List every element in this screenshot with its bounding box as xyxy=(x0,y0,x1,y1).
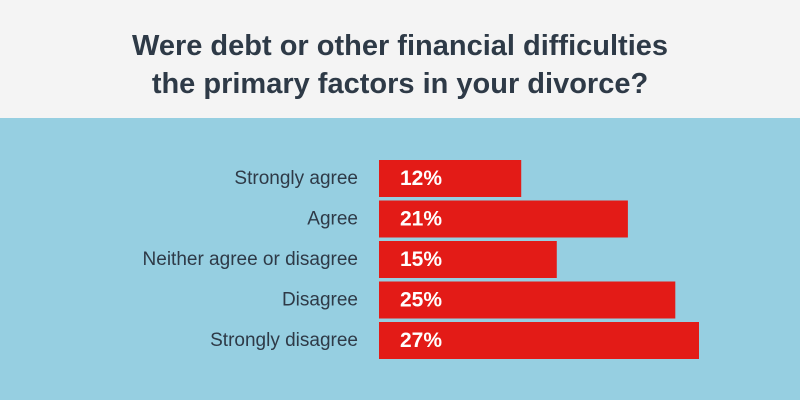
category-label-strongly-disagree: Strongly disagree xyxy=(210,330,358,351)
category-label-disagree: Disagree xyxy=(282,290,358,311)
chart-area: Strongly agree 12% Agree 21% Neither agree o… xyxy=(0,118,800,400)
value-label-agree: 21% xyxy=(400,208,442,231)
chart-title-line-2: the primary factors in your divorce? xyxy=(151,68,649,100)
bar-series: Strongly agree 12% Agree 21% Neither agree o… xyxy=(143,160,699,359)
bar-disagree xyxy=(379,281,676,319)
value-label-strongly-disagree: 27% xyxy=(400,329,442,352)
value-label-neither-agree-or-disagree: 15% xyxy=(400,248,442,271)
bar-agree xyxy=(379,200,628,238)
category-label-agree: Agree xyxy=(307,209,358,230)
bar-neither-agree-or-disagree xyxy=(379,241,557,278)
title-panel: Were debt or other financial difficultie… xyxy=(0,0,800,118)
category-label-neither-agree-or-disagree: Neither agree or disagree xyxy=(143,249,358,270)
bar-strongly-disagree xyxy=(379,322,699,359)
bar-chart: Strongly agree 12% Agree 21% Neither agree o… xyxy=(0,118,800,400)
category-label-strongly-agree: Strongly agree xyxy=(234,168,358,189)
value-label-disagree: 25% xyxy=(400,289,442,312)
chart-title-line-1: Were debt or other financial difficultie… xyxy=(131,30,669,62)
value-label-strongly-agree: 12% xyxy=(400,167,442,190)
bar-strongly-agree xyxy=(379,160,522,197)
